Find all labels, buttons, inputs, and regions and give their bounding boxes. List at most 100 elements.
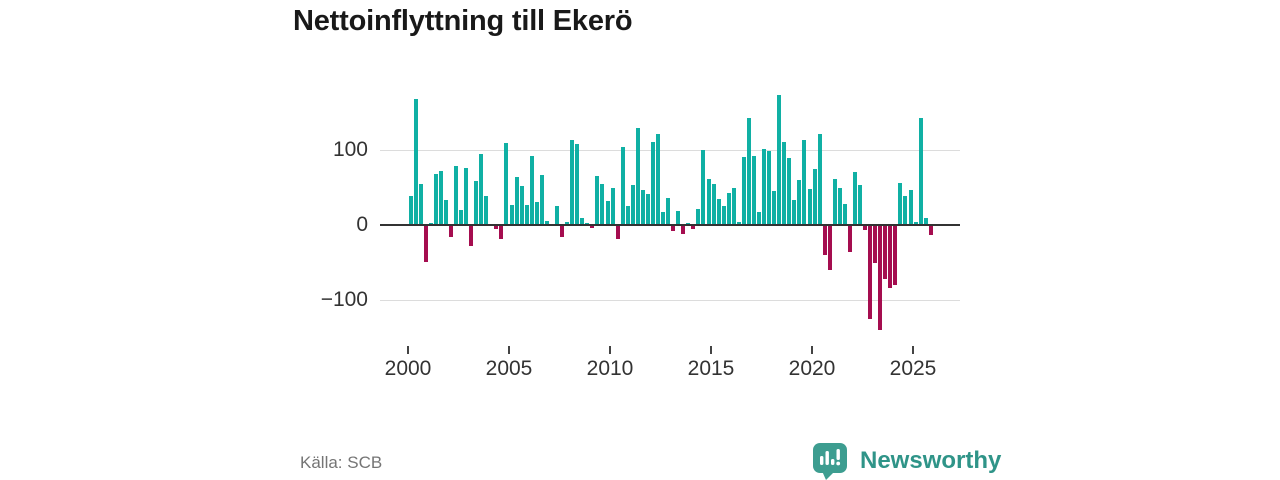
bar-positive — [650, 141, 655, 226]
bar-positive — [595, 176, 600, 226]
bar-positive — [726, 192, 731, 226]
bar-positive — [509, 204, 514, 226]
y-tick-label: 0 — [356, 213, 368, 236]
x-axis-tick — [508, 346, 510, 354]
bar-positive — [802, 139, 807, 225]
bar-positive — [731, 188, 736, 226]
bar-positive — [772, 190, 777, 225]
bar-positive — [640, 189, 645, 226]
bar-negative — [448, 226, 453, 237]
bar-positive — [858, 185, 862, 226]
bar-negative — [827, 226, 832, 271]
bar-positive — [661, 211, 665, 225]
bar-negative — [822, 226, 827, 256]
bar-positive — [428, 222, 433, 226]
y-tick-label: 100 — [332, 138, 368, 161]
bar-positive — [797, 180, 802, 225]
bar-negative — [469, 226, 474, 247]
bar-positive — [645, 194, 650, 226]
zero-axis-line — [380, 224, 960, 226]
bar-positive — [575, 144, 580, 225]
bar-positive — [696, 208, 701, 225]
y-tick-label: −100 — [320, 288, 368, 311]
bar-negative — [560, 226, 564, 238]
bar-positive — [842, 204, 847, 225]
bar-positive — [443, 199, 448, 225]
bar-negative — [888, 226, 893, 288]
bar-positive — [555, 205, 559, 225]
x-axis-tick — [710, 346, 712, 354]
bar-positive — [474, 180, 479, 226]
bar-positive — [792, 200, 797, 226]
bar-positive — [453, 165, 458, 226]
bar-positive — [539, 174, 544, 226]
bar-positive — [514, 177, 519, 225]
bar-negative — [893, 226, 898, 285]
bar-positive — [605, 201, 610, 225]
bar-negative — [928, 226, 933, 235]
bar-positive — [923, 217, 928, 225]
bar-positive — [600, 183, 605, 226]
bar-positive — [459, 210, 463, 225]
bar-positive — [812, 168, 817, 226]
bar-negative — [423, 226, 428, 262]
bar-positive — [898, 183, 903, 225]
bar-positive — [832, 178, 837, 225]
bar-negative — [873, 226, 878, 263]
bar-positive — [716, 198, 721, 226]
bar-positive — [534, 201, 539, 226]
bar-positive — [706, 178, 711, 225]
bar-positive — [676, 210, 681, 226]
x-tick-label: 2020 — [788, 357, 836, 380]
bar-negative — [615, 226, 620, 239]
bar-negative — [494, 226, 499, 229]
gridline — [380, 300, 960, 301]
bar-positive — [464, 168, 469, 225]
bar-positive — [777, 95, 782, 226]
bar-positive — [918, 117, 923, 226]
bar-positive — [787, 157, 792, 225]
bar-positive — [630, 185, 635, 226]
bar-positive — [913, 222, 918, 225]
x-axis-tick — [912, 346, 914, 354]
x-axis-tick — [407, 346, 409, 354]
gridline — [380, 150, 960, 151]
bar-positive — [408, 195, 413, 226]
bar-positive — [903, 195, 908, 226]
bar-positive — [721, 206, 726, 226]
bar-positive — [565, 222, 569, 225]
bar-positive — [767, 150, 771, 226]
bar-positive — [635, 127, 640, 225]
bar-negative — [868, 226, 872, 319]
bar-negative — [883, 226, 888, 280]
bar-positive — [782, 141, 787, 226]
bar-positive — [620, 147, 625, 225]
bar-positive — [711, 183, 716, 226]
x-tick-label: 2005 — [485, 357, 533, 380]
bar-positive — [529, 156, 534, 225]
bar-positive — [625, 205, 630, 225]
bar-positive — [524, 204, 529, 226]
bar-positive — [479, 153, 484, 226]
bar-positive — [741, 156, 746, 226]
source-note: Källa: SCB — [300, 453, 383, 472]
bar-positive — [438, 171, 443, 225]
bar-positive — [484, 195, 489, 226]
bar-negative — [590, 226, 595, 229]
bar-positive — [751, 156, 756, 225]
bar-negative — [878, 226, 883, 331]
bar-positive — [686, 222, 691, 226]
bar-negative — [499, 226, 504, 239]
bar-negative — [681, 226, 686, 234]
bar-positive — [418, 183, 423, 226]
bar-positive — [908, 189, 913, 226]
newsworthy-wordmark: Newsworthy — [860, 447, 1002, 474]
bar-positive — [585, 222, 590, 226]
bar-positive — [580, 217, 585, 225]
newsworthy-bubble-icon — [812, 442, 850, 480]
bar-positive — [610, 187, 615, 225]
bar-positive — [746, 117, 751, 226]
newsworthy-logo[interactable]: Newsworthy — [812, 442, 1001, 480]
bar-positive — [762, 148, 766, 225]
